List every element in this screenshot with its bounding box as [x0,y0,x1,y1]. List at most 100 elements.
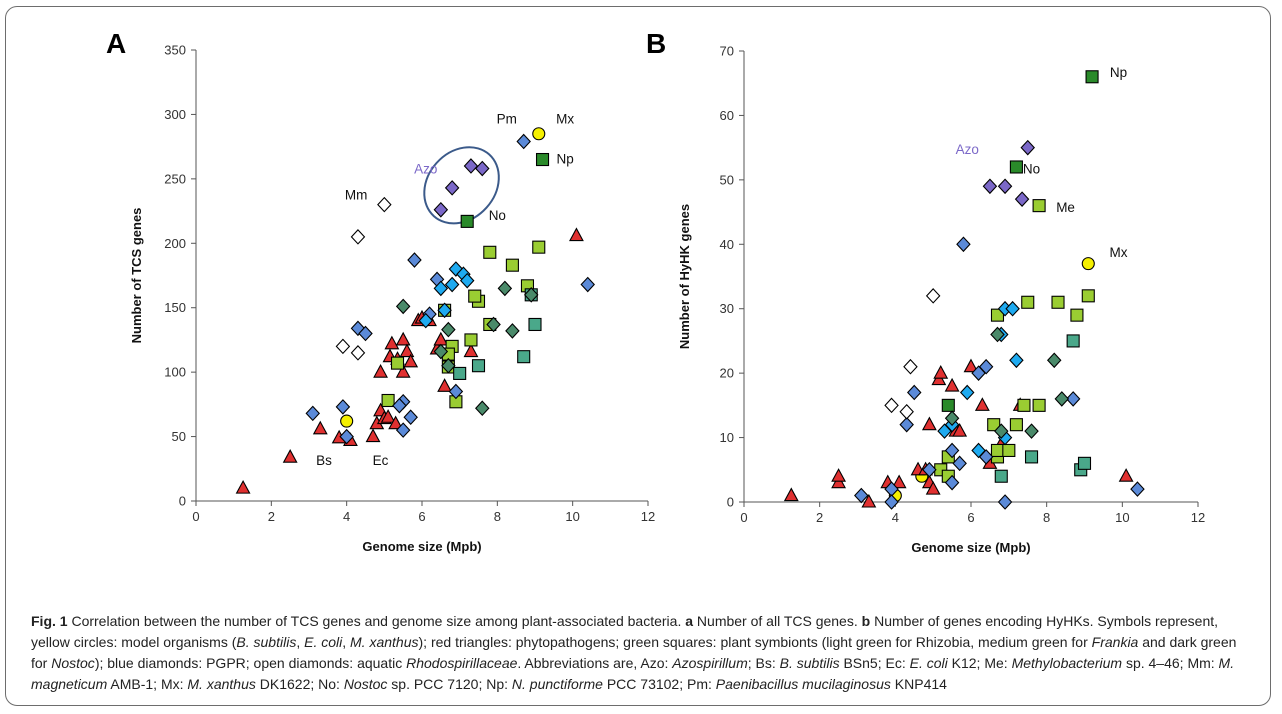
square-point [460,214,474,228]
square-point [1066,334,1080,348]
square-point [390,356,405,370]
y-tick-label: 300 [164,107,186,122]
caption-segment: E. coli [909,655,948,671]
diamond-point [475,400,490,417]
caption-segment: B. subtilis [779,655,840,671]
diamond-point [994,423,1009,439]
diamond-point [392,397,407,414]
square-point [464,333,478,347]
triangle-point [1118,468,1134,482]
diamond-point [516,133,531,150]
figure-caption: Fig. 1 Correlation between the number of… [31,611,1256,695]
triangle-point [783,487,799,502]
caption-segment: . Abbreviations are, Azo: [517,655,673,671]
diamond-point [377,196,392,213]
caption-segment: K12; Me: [947,655,1012,671]
diamond-point [497,280,513,297]
diamond-point [523,287,539,303]
triangle-point [963,358,979,373]
square-point [990,443,1005,458]
annotation-label: Azo [956,142,979,157]
annotation-label: No [489,208,506,223]
triangle-point [282,449,298,463]
diamond-point [1065,391,1081,407]
y-tick-label: 0 [179,494,186,509]
square-point [1081,289,1095,303]
diamond-point [990,326,1005,343]
diamond-point [899,403,914,420]
triangle-point [437,378,453,392]
square-point [528,317,542,332]
triangle-point [831,468,847,482]
caption-segment: Number of all TCS genes. [693,613,862,629]
chart-svg-b: B 0 2 4 6 8 10 12 0 10 20 30 40 50 60 70 Genome size (Mp… [646,28,1205,555]
caption-segment: Azospirillum [672,655,748,671]
square-point [1070,308,1084,322]
annotation-label: Np [557,151,574,166]
diamond-point [959,384,975,401]
diamond-point [444,180,460,196]
diamond-point [997,178,1013,195]
caption-segment: AMB-1; Mx: [107,676,188,692]
y-tick-label: 10 [720,430,734,445]
figure-frame: A 0 2 4 6 8 10 12 0 50 100 150 200 250 300 350 Genome si… [5,6,1271,706]
triangle-point [399,343,415,358]
diamond-point [505,323,520,339]
diamond-point [1020,139,1036,156]
y-tick-label: 70 [720,44,734,59]
square-point [1032,199,1046,213]
diamond-point [884,494,899,510]
circle-point [532,127,546,141]
caption-segment: PCC 73102; Pm: [602,676,716,692]
caption-segment: Rhodospirillaceae [406,655,518,671]
diamond-point [944,442,960,459]
square-point [471,359,486,373]
y-tick-label: 0 [727,495,734,510]
annotation-label: Azo [414,162,437,177]
y-tick-label: 50 [720,172,734,187]
y-tick-label: 100 [164,365,186,380]
caption-segment: ); blue diamonds: PGPR; open diamonds: a… [94,655,407,671]
triangle-point [235,479,251,494]
diamond-point [305,405,321,422]
caption-segment: a [685,613,694,629]
triangle-point [395,363,411,378]
y-tick-label: 150 [164,300,186,315]
caption-segment: E. coli [304,634,343,650]
diamond-point [350,345,366,361]
triangle-point [312,420,328,435]
x-tick-label: 2 [816,510,823,525]
diamond-point [395,298,411,315]
x-tick-label: 0 [192,509,199,524]
caption-segment: Fig. 1 [31,613,68,629]
square-point [1024,450,1039,464]
diamond-point [1009,352,1024,369]
caption-segment: sp. PCC 7120; Np: [387,676,512,692]
x-tick-label: 4 [343,509,350,524]
diamond-point [418,312,434,329]
caption-segment: Nostoc [51,655,95,671]
y-tick-label: 250 [164,171,186,186]
diamond-point [944,474,960,491]
triangle-point [433,331,449,346]
triangle-point [388,415,404,430]
annotation-label: Ec [373,453,389,468]
diamond-point [1024,423,1039,439]
caption-segment: sp. 4–46; Mm: [1122,655,1219,671]
triangle-point [921,416,937,431]
square-point [453,366,467,380]
caption-segment: b [861,613,871,629]
annotation-label: No [1023,161,1040,176]
diamond-point [1046,352,1062,369]
annotation-label: Pm [497,111,517,126]
diamond-point [906,384,922,401]
diamond-point [922,461,937,478]
triangle-point [365,428,381,443]
triangle-point [933,364,949,379]
x-tick-label: 12 [1191,510,1205,525]
caption-segment: N. punctiforme [511,676,603,692]
square-point [381,393,395,408]
caption-segment: Methylobacterium [1011,655,1123,671]
annotation-label: Np [1110,65,1127,80]
square-point [1021,295,1035,309]
